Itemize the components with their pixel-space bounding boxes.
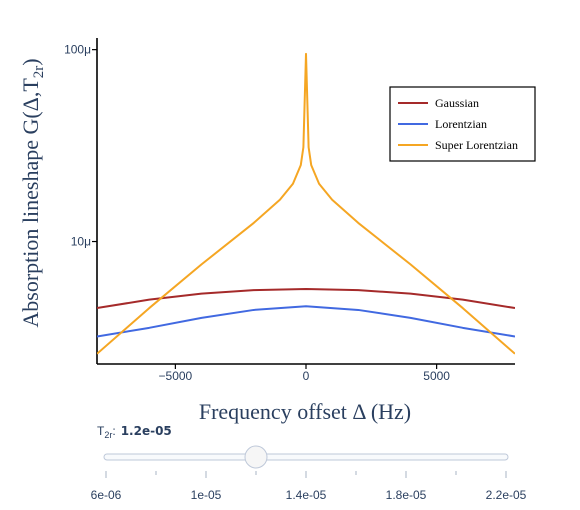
y-tick-label: 100μ — [64, 43, 91, 57]
y-axis-title-subscript: 2r — [31, 66, 47, 79]
legend-label-gaussian: Gaussian — [435, 96, 479, 110]
slider-ticks: 6e-06 1e-05 1.4e-05 1.8e-05 2.2e-05 — [91, 471, 527, 502]
legend-items: Gaussian Lorentzian Super Lorentzian — [398, 96, 518, 152]
slider-param-name: T — [97, 424, 105, 438]
x-tick-label: 5000 — [423, 369, 450, 383]
series-group — [97, 52, 515, 355]
slider-tick-label: 6e-06 — [91, 488, 122, 502]
slider-tick-label: 1.8e-05 — [386, 488, 427, 502]
y-axis-title-main: Absorption lineshape G(Δ,T — [18, 78, 43, 328]
x-tick-label: 0 — [303, 369, 310, 383]
legend-box — [389, 86, 536, 162]
legend-label-super-lorentzian: Super Lorentzian — [435, 138, 518, 152]
slider-param-subscript: 2r — [104, 430, 112, 440]
slider-handle[interactable] — [244, 445, 268, 469]
slider-tick-label: 1.4e-05 — [286, 488, 327, 502]
slider[interactable]: T2r: 1.2e-05 6e-06 1e-05 1.4e-05 1.8e-05 2.2e… — [91, 424, 527, 502]
y-axis-title: Absorption lineshape G(Δ,T2r) — [18, 58, 47, 327]
y-tick-group: 10μ 100μ — [64, 43, 97, 249]
x-axis-title: Frequency offset Δ (Hz) — [199, 399, 411, 424]
slider-current-label: T2r: 1.2e-05 — [97, 424, 172, 440]
slider-current-value: 1.2e-05 — [121, 424, 172, 438]
slider-param-colon: : — [112, 424, 115, 438]
series-line-lorentzian — [97, 305, 515, 338]
legend: Gaussian Lorentzian Super Lorentzian — [389, 86, 536, 162]
y-axis-title-close: ) — [18, 58, 43, 65]
slider-rail[interactable] — [103, 453, 509, 461]
legend-label-lorentzian: Lorentzian — [435, 117, 487, 131]
x-tick-group: −5000 0 5000 — [159, 364, 450, 383]
series-line-super-lorentzian — [97, 52, 515, 355]
series-line-gaussian — [97, 287, 515, 310]
slider-tick-label: 2.2e-05 — [486, 488, 527, 502]
x-tick-label: −5000 — [159, 369, 193, 383]
slider-tick-label: 1e-05 — [191, 488, 222, 502]
y-tick-label: 10μ — [71, 235, 91, 249]
